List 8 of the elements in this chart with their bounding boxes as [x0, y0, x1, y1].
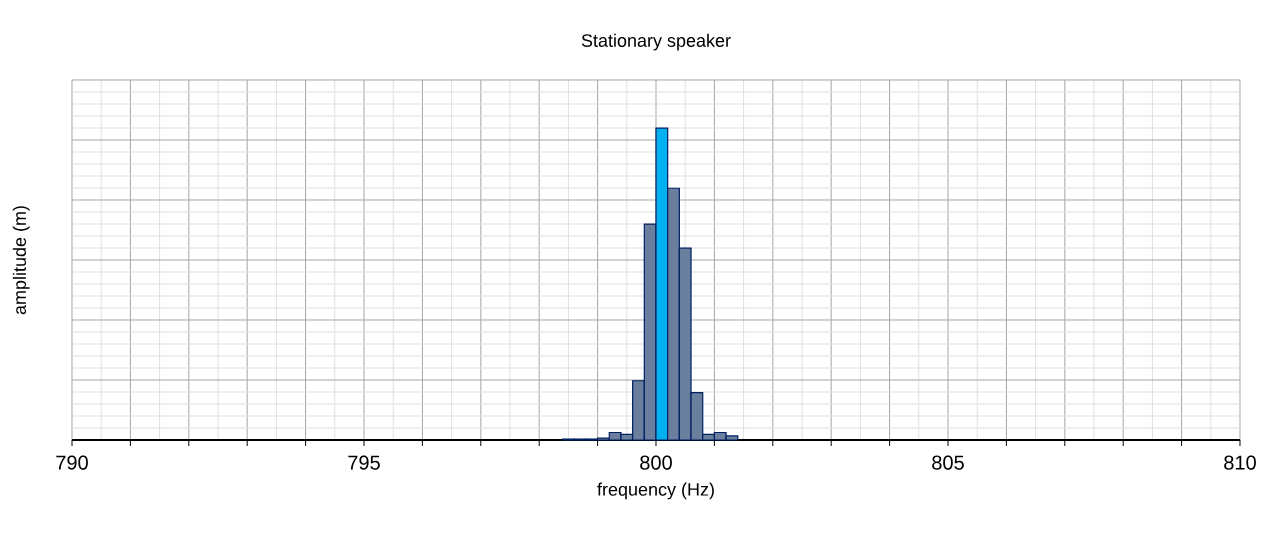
x-tick-label: 805 [932, 455, 964, 470]
x-tick-label: 795 [348, 455, 380, 470]
x-tick-label: 810 [1224, 455, 1256, 470]
chart-title: Stationary speaker [581, 33, 731, 51]
x-tick-label: 800 [640, 455, 672, 470]
y-axis-title: amplitude (m) [12, 206, 30, 315]
x-tick-label: 790 [56, 455, 88, 470]
x-axis-title: frequency (Hz) [597, 482, 714, 500]
